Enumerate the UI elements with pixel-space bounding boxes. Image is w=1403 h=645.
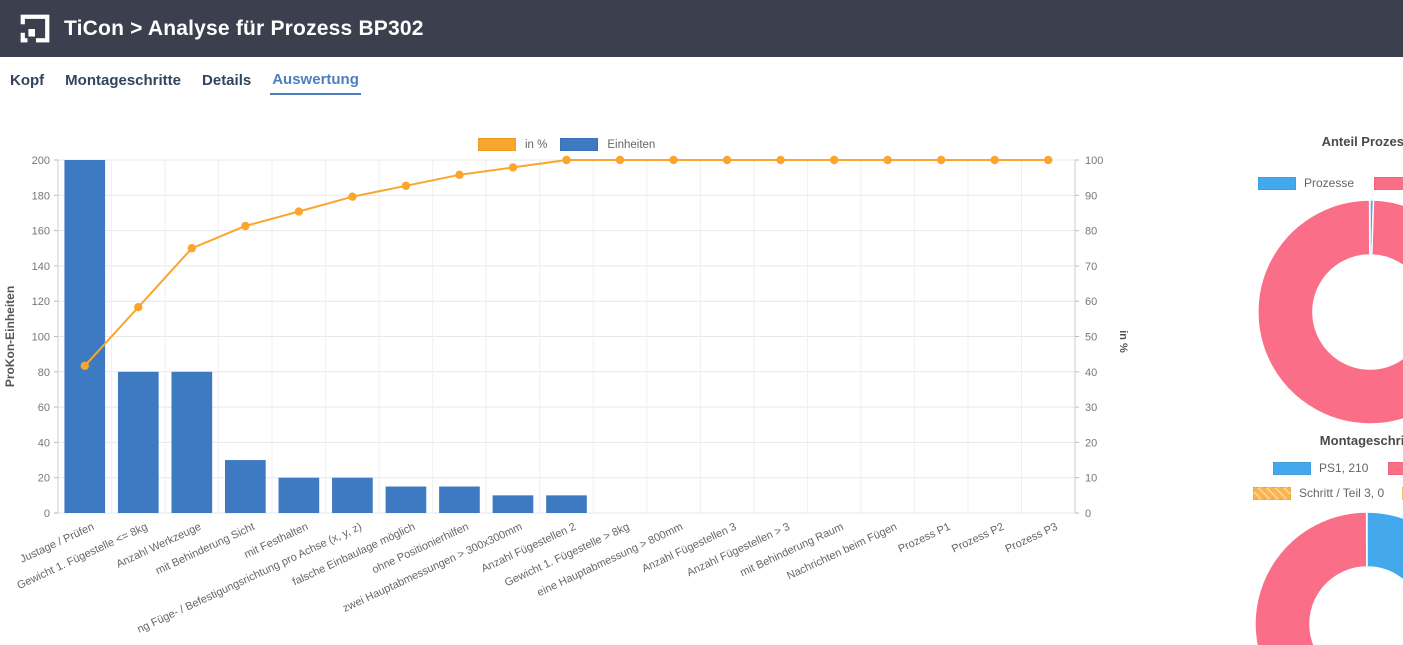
page-title: TiCon > Analyse für Prozess BP302 <box>64 16 424 40</box>
legend-swatch-einheiten[interactable] <box>560 138 599 151</box>
donut2-legend-row1: PS1, 210 <box>1273 461 1403 475</box>
svg-text:Prozess P2: Prozess P2 <box>950 521 1006 556</box>
donut1-legend-label-prozesse[interactable]: Prozesse <box>1304 176 1355 190</box>
pareto-legend: in % Einheiten <box>478 138 655 151</box>
legend-label-einheiten[interactable]: Einheiten <box>607 138 656 151</box>
svg-text:80: 80 <box>38 367 50 379</box>
app-header: TiCon > Analyse für Prozess BP302 <box>0 0 1403 57</box>
svg-text:100: 100 <box>1085 155 1103 167</box>
donut-chart-anteil-prozesse[interactable] <box>1246 188 1403 438</box>
svg-text:0: 0 <box>1085 508 1091 520</box>
svg-text:20: 20 <box>38 473 50 485</box>
svg-text:10: 10 <box>1085 473 1097 485</box>
tab-auswertung[interactable]: Auswertung <box>270 67 361 95</box>
svg-text:90: 90 <box>1085 190 1097 202</box>
donut2-legend-row2: Schritt / Teil 3, 0 <box>1253 486 1403 500</box>
tab-details[interactable]: Details <box>202 72 252 89</box>
svg-text:60: 60 <box>1085 296 1097 308</box>
donut2-legend-swatch-2[interactable] <box>1388 461 1403 475</box>
pareto-chart-svg[interactable]: 0 20 40 60 80 100 120 140 160 180 200 0 10 20 30 40 50 60… <box>0 115 1135 645</box>
svg-text:100: 100 <box>32 332 50 344</box>
donut1-legend: Prozesse <box>1258 176 1403 190</box>
legend-label-in-percent[interactable]: in % <box>525 138 548 151</box>
svg-text:in %: in % <box>1117 330 1129 353</box>
donut2-legend-label-ps1[interactable]: PS1, 210 <box>1319 461 1369 475</box>
svg-text:Prozess P3: Prozess P3 <box>1003 521 1059 556</box>
svg-text:mit Behinderung Sicht: mit Behinderung Sicht <box>154 521 257 577</box>
svg-text:80: 80 <box>1085 226 1097 238</box>
legend-swatch-in-percent[interactable] <box>478 138 516 151</box>
svg-text:200: 200 <box>32 155 50 167</box>
ticon-brackets-logo-icon <box>18 14 50 45</box>
tab-kopf[interactable]: Kopf <box>10 72 45 89</box>
donut2-legend-label-schritt-teil3[interactable]: Schritt / Teil 3, 0 <box>1299 486 1385 500</box>
donut-chart-montageschritte[interactable] <box>1243 500 1403 645</box>
tab-bar: Kopf Montageschritte Details Auswertung <box>0 57 1403 105</box>
svg-text:Prozess P1: Prozess P1 <box>896 521 952 556</box>
svg-text:60: 60 <box>38 402 50 414</box>
svg-text:50: 50 <box>1085 332 1097 344</box>
svg-text:0: 0 <box>44 508 50 520</box>
donut2-title: Montageschritte <box>1319 433 1403 448</box>
svg-text:70: 70 <box>1085 261 1097 273</box>
donut2-legend-swatch-schritt-teil3[interactable] <box>1253 486 1291 500</box>
donut2-legend-swatch-ps1[interactable] <box>1273 461 1311 475</box>
svg-text:160: 160 <box>32 226 50 238</box>
svg-text:140: 140 <box>32 261 50 273</box>
svg-text:ProKon-Einheiten: ProKon-Einheiten <box>3 286 17 387</box>
svg-text:40: 40 <box>38 437 50 449</box>
donut1-title: Anteil Prozesse <box>1321 134 1403 149</box>
svg-text:180: 180 <box>32 190 50 202</box>
svg-text:40: 40 <box>1085 367 1097 379</box>
donut1-legend-swatch-prozesse[interactable] <box>1258 176 1296 190</box>
svg-text:20: 20 <box>1085 437 1097 449</box>
svg-text:30: 30 <box>1085 402 1097 414</box>
tab-montageschritte[interactable]: Montageschritte <box>65 72 182 89</box>
svg-text:120: 120 <box>32 296 50 308</box>
donut1-legend-swatch-2[interactable] <box>1374 176 1403 190</box>
